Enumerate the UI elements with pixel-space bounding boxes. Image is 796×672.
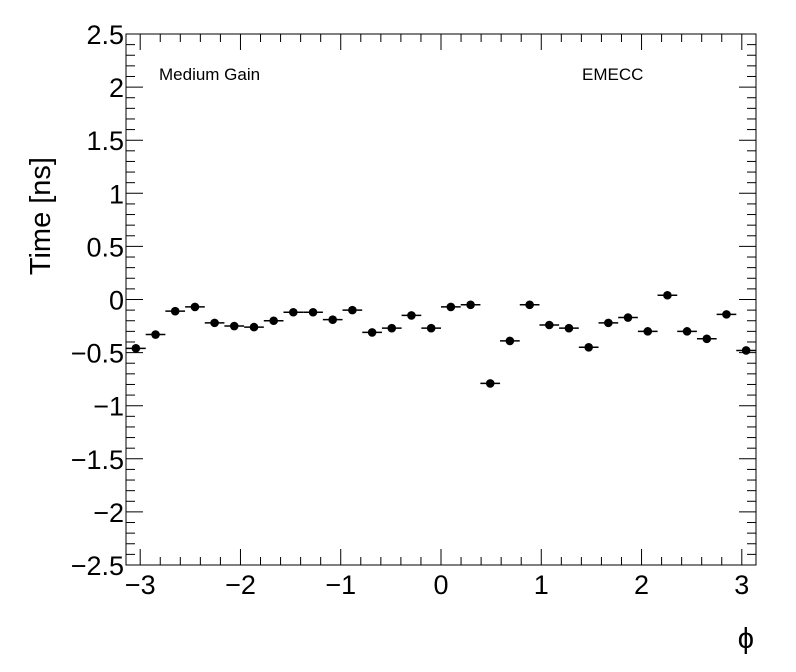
x-tick-label: −2 (225, 570, 256, 600)
data-point (623, 313, 633, 322)
data-point (190, 302, 200, 312)
axis-ticks (126, 33, 756, 566)
data-point (584, 342, 593, 352)
y-tick-label: −2 (93, 498, 124, 528)
data-point (446, 302, 456, 312)
data-point (407, 311, 416, 320)
data-point (505, 336, 515, 346)
data-point (328, 315, 338, 324)
x-tick-label: 2 (634, 570, 649, 600)
data-point (229, 321, 239, 331)
x-tick-label: −3 (125, 570, 156, 600)
y-tick-label: 2 (109, 73, 124, 103)
data-point (210, 318, 219, 328)
y-tick-labels: −2.5 −2 −1.5 −1 −0.5 0 0.5 1 1.5 2 2.5 (71, 20, 124, 581)
data-point (387, 323, 397, 333)
y-tick-label: 1.5 (86, 126, 124, 156)
data-point (348, 305, 357, 315)
x-tick-label: 3 (734, 570, 749, 600)
data-point (564, 323, 574, 333)
data-point (289, 307, 298, 317)
data-point (485, 379, 495, 388)
data-point (722, 310, 731, 319)
annotation-gain: Medium Gain (159, 65, 260, 84)
data-point (249, 322, 259, 332)
x-axis-title: ϕ (738, 623, 754, 655)
data-point (525, 300, 534, 310)
x-tick-labels: −3 −2 −1 0 1 2 3 (125, 570, 750, 600)
data-point (269, 316, 278, 326)
y-tick-label: −0.5 (71, 339, 124, 369)
data-points (126, 290, 756, 388)
y-tick-label: −1.5 (71, 445, 124, 475)
data-point (426, 323, 436, 333)
y-tick-label: −1 (93, 392, 124, 422)
data-point (741, 346, 751, 355)
data-point (367, 328, 377, 337)
y-axis-title: Time [ns] (25, 157, 57, 275)
annotation-detector: EMECC (582, 65, 643, 84)
data-point (544, 320, 554, 330)
data-point (466, 300, 475, 310)
data-point (682, 327, 692, 336)
data-point (308, 307, 318, 317)
data-point (604, 318, 613, 328)
y-tick-label: 2.5 (86, 20, 124, 50)
x-tick-label: 0 (433, 570, 448, 600)
data-point (170, 306, 180, 316)
y-tick-label: 0.5 (86, 232, 124, 262)
data-point (643, 327, 653, 336)
y-tick-label: 1 (109, 179, 124, 209)
plot-frame (125, 33, 757, 566)
x-tick-label: −1 (325, 570, 356, 600)
data-point (663, 290, 672, 300)
y-tick-label: 0 (109, 286, 124, 316)
data-point (702, 334, 712, 344)
data-point (151, 330, 160, 339)
data-point (131, 344, 141, 353)
x-tick-label: 1 (534, 570, 549, 600)
y-tick-label: −2.5 (71, 551, 124, 581)
